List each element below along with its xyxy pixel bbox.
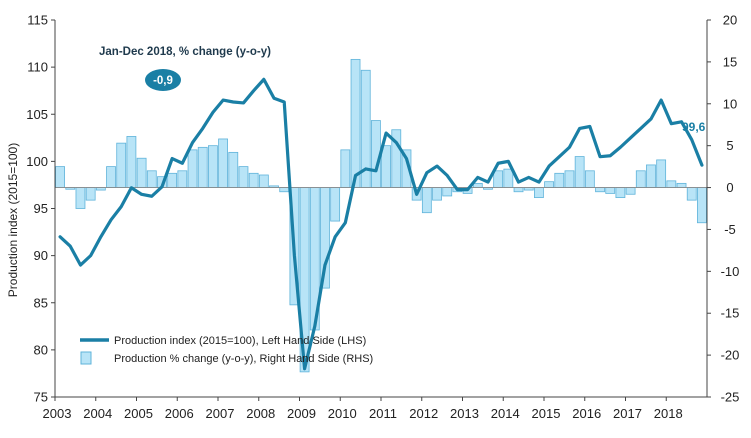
right-tick-label: 5	[726, 138, 733, 153]
bar	[85, 187, 96, 201]
left-tick-label: 110	[27, 60, 48, 75]
bar	[646, 164, 656, 188]
bar	[534, 187, 544, 199]
annotation-text: Jan-Dec 2018, % change (y-o-y)	[99, 46, 271, 58]
bar	[625, 187, 636, 195]
bar	[635, 170, 646, 188]
bar	[381, 145, 391, 188]
bar	[340, 149, 351, 188]
x-tick-label: 2004	[83, 406, 112, 421]
badge	[145, 69, 181, 91]
bar	[686, 187, 697, 201]
bar	[666, 180, 677, 188]
bar	[258, 174, 269, 188]
right-tick-label: 15	[723, 54, 737, 69]
badge-value: -0,9	[153, 75, 173, 87]
right-tick-label: -20	[721, 348, 740, 363]
x-tick-label: 2011	[369, 406, 397, 421]
bar	[55, 166, 65, 188]
bar	[197, 146, 208, 188]
bar	[432, 187, 442, 201]
bar	[656, 159, 667, 188]
x-tick-label: 2009	[287, 406, 316, 421]
legend: Production index (2015=100), Left Hand S…	[80, 335, 373, 365]
bar	[177, 170, 188, 188]
legend-bar-label: Production % change (y-o-y), Right Hand …	[114, 353, 373, 365]
left-tick-label: 80	[34, 342, 48, 357]
left-tick-label: 105	[26, 107, 48, 122]
x-tick-label: 2007	[206, 406, 235, 421]
bar	[554, 172, 565, 188]
x-tick-label: 2005	[124, 406, 153, 421]
bar-series	[55, 58, 707, 373]
bar	[513, 187, 524, 193]
x-tick-label: 2006	[165, 406, 194, 421]
x-tick-label: 2013	[450, 406, 479, 421]
right-tick-label: -25	[721, 390, 740, 405]
bar	[116, 142, 127, 188]
right-axis-ticks: -25 -20 -15 -10 -5 0 5 10 15 20	[707, 13, 739, 405]
right-tick-label: -15	[721, 306, 740, 321]
bar	[228, 151, 239, 188]
bar	[442, 187, 453, 197]
left-tick-label: 100	[26, 154, 48, 169]
legend-line-label: Production index (2015=100), Left Hand S…	[114, 335, 366, 347]
bar	[218, 138, 228, 188]
bar	[75, 187, 86, 209]
bar	[421, 187, 432, 214]
bar	[595, 187, 605, 193]
x-tick-label: 2012	[409, 406, 438, 421]
left-tick-label: 90	[34, 248, 48, 263]
bar	[584, 170, 595, 188]
line-series	[58, 77, 704, 371]
x-tick-label: 2016	[572, 406, 601, 421]
x-tick-label: 2003	[43, 406, 72, 421]
line-points	[60, 79, 702, 369]
bar	[605, 187, 616, 194]
bar	[208, 145, 218, 188]
bar	[697, 187, 707, 224]
bar	[136, 157, 147, 188]
bar	[615, 187, 626, 199]
bar	[350, 58, 361, 188]
x-tick-label: 2008	[246, 406, 275, 421]
y-axis-label-left: Production index (2015=100)	[6, 143, 20, 297]
bar	[187, 149, 198, 188]
right-tick-label: 20	[723, 13, 737, 28]
x-tick-label: 2014	[491, 406, 520, 421]
last-value-label: 99,6	[682, 120, 706, 134]
bar	[248, 172, 259, 188]
bar	[238, 166, 249, 188]
x-tick-label: 2017	[613, 406, 642, 421]
right-tick-label: 10	[723, 96, 737, 111]
left-tick-label: 85	[34, 295, 48, 310]
bar	[544, 181, 554, 188]
right-tick-label: 0	[726, 180, 733, 195]
right-tick-label: -10	[721, 264, 740, 279]
bar	[493, 170, 504, 188]
bar	[503, 168, 514, 188]
legend-bar-swatch	[80, 351, 92, 365]
left-tick-label: 75	[34, 390, 48, 405]
x-axis-ticks: 2003 2004 2005 2006 2007 2008 2009 2010 2011 2012…	[43, 397, 683, 421]
bar	[106, 166, 116, 188]
left-axis-ticks: 75 80 85 90 95 100 105 110 115	[26, 13, 55, 405]
bar	[676, 182, 687, 188]
bar	[330, 187, 341, 222]
bar	[279, 187, 290, 193]
x-tick-label: 2010	[328, 406, 357, 421]
bar	[472, 182, 483, 188]
bar	[167, 172, 178, 188]
bar	[146, 170, 157, 188]
bar	[126, 136, 137, 188]
x-tick-label: 2015	[532, 406, 561, 421]
left-tick-label: 115	[27, 13, 48, 28]
x-tick-label: 2018	[654, 406, 683, 421]
right-tick-label: -5	[724, 222, 736, 237]
bar	[574, 156, 585, 188]
left-tick-label: 95	[34, 201, 48, 216]
bar	[564, 170, 575, 188]
